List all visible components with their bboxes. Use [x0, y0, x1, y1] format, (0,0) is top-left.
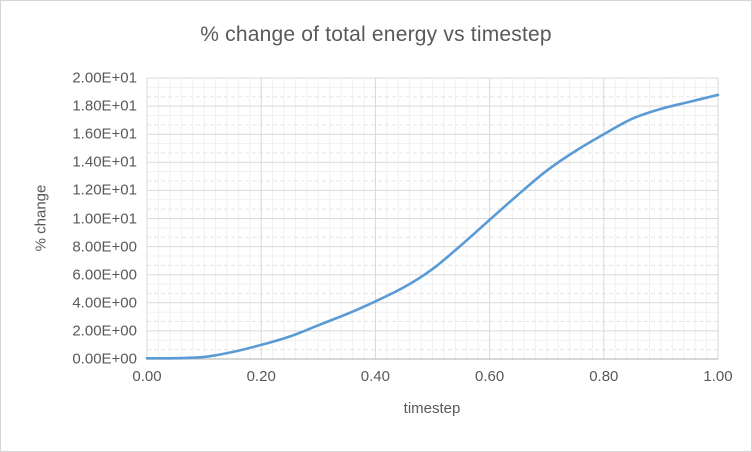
- x-tick-label: 0.60: [474, 368, 505, 385]
- y-tick-label: 8.00E+00: [72, 238, 137, 256]
- y-tick-label: 0.00E+00: [72, 350, 137, 368]
- x-tick-label: 0.20: [246, 368, 276, 385]
- y-tick-label: 1.60E+01: [72, 125, 137, 143]
- y-tick-label: 2.00E+01: [72, 69, 137, 87]
- x-axis-title: timestep: [403, 400, 461, 417]
- x-tick-label: 0.40: [360, 368, 390, 385]
- x-tick-label: 0.80: [589, 368, 619, 385]
- y-tick-label: 2.00E+00: [72, 322, 137, 340]
- x-tick-label: 1.00: [703, 368, 733, 385]
- y-tick-label: 1.40E+01: [72, 153, 137, 171]
- y-tick-label: 4.00E+00: [72, 294, 137, 312]
- x-tick-label: 0.00: [132, 368, 162, 385]
- y-tick-label: 1.00E+01: [72, 210, 137, 227]
- y-tick-label: 6.00E+00: [72, 266, 137, 284]
- y-tick-label: 1.80E+01: [72, 97, 137, 115]
- y-tick-label: 1.20E+01: [72, 181, 137, 199]
- data-series-line: [145, 93, 720, 360]
- chart-title: % change of total energy vs timestep: [200, 23, 552, 46]
